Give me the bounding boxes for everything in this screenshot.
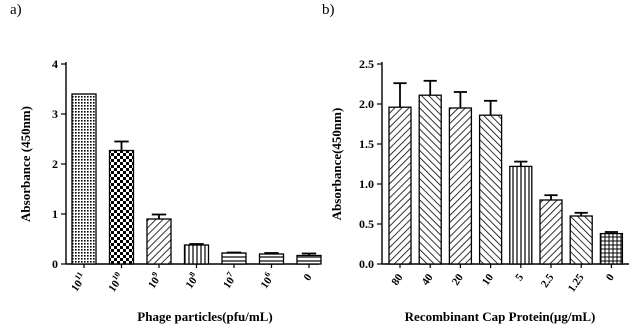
x-tick-label: 108: [181, 270, 202, 291]
y-tick-label: 0.0: [359, 257, 374, 271]
panel-label-b: b): [322, 2, 335, 18]
bar: [388, 106, 412, 265]
y-tick-label: 0.5: [359, 217, 374, 231]
bar: [221, 252, 247, 265]
bar: [71, 93, 97, 265]
y-axis-label: Absorbance(450nm): [329, 108, 344, 221]
x-tick-label: 2.5: [539, 271, 557, 290]
chart-a: 0 1 2 3 4 Absorbance (450nm) Phage particles(p…: [18, 57, 322, 324]
bar: [478, 114, 503, 265]
y-tick-label: 2: [52, 157, 58, 171]
bar: [146, 218, 172, 265]
bar: [509, 165, 533, 265]
bar: [448, 107, 473, 265]
bar: [539, 199, 563, 265]
bar: [418, 94, 442, 265]
bar: [599, 232, 624, 265]
x-tick-label: 5: [513, 271, 526, 283]
y-tick-label: 1.5: [359, 137, 374, 151]
y-tick-label: 0: [52, 257, 58, 271]
x-tick-label: 0: [604, 271, 617, 283]
y-tick-label: 2.5: [359, 57, 374, 71]
bar: [296, 254, 322, 265]
x-tick-label: 20: [450, 271, 466, 287]
bar: [183, 244, 210, 265]
bar: [258, 253, 285, 265]
bar: [569, 215, 593, 265]
y-tick-label: 1.0: [359, 177, 374, 191]
x-tick-label: 80: [389, 271, 405, 287]
x-tick-label: 1011: [67, 270, 90, 294]
x-tick-label: 1010: [104, 270, 127, 294]
chart-b: 0.0 0.5 1.0 1.5 2.0 2.5 Absorbance(450nm) Recom…: [329, 57, 629, 324]
x-tick-label: 1.25: [566, 271, 587, 294]
x-tick-label: 10: [480, 271, 496, 287]
x-tick-label: 0: [301, 271, 314, 283]
x-tick-label: 107: [219, 270, 240, 291]
x-tick-label: 106: [256, 270, 277, 291]
y-tick-label: 2.0: [359, 97, 374, 111]
x-tick-label: 40: [420, 271, 436, 287]
x-tick-label: 109: [144, 270, 165, 291]
bar: [108, 149, 135, 265]
y-tick-label: 4: [52, 57, 58, 71]
y-tick-label: 1: [52, 207, 58, 221]
x-axis-label: Phage particles(pfu/mL): [137, 309, 272, 324]
x-axis-label: Recombinant Cap Protein(µg/mL): [405, 309, 596, 324]
y-tick-label: 3: [52, 107, 58, 121]
panel-label-a: a): [10, 2, 22, 18]
y-axis-label: Absorbance (450nm): [18, 106, 33, 222]
